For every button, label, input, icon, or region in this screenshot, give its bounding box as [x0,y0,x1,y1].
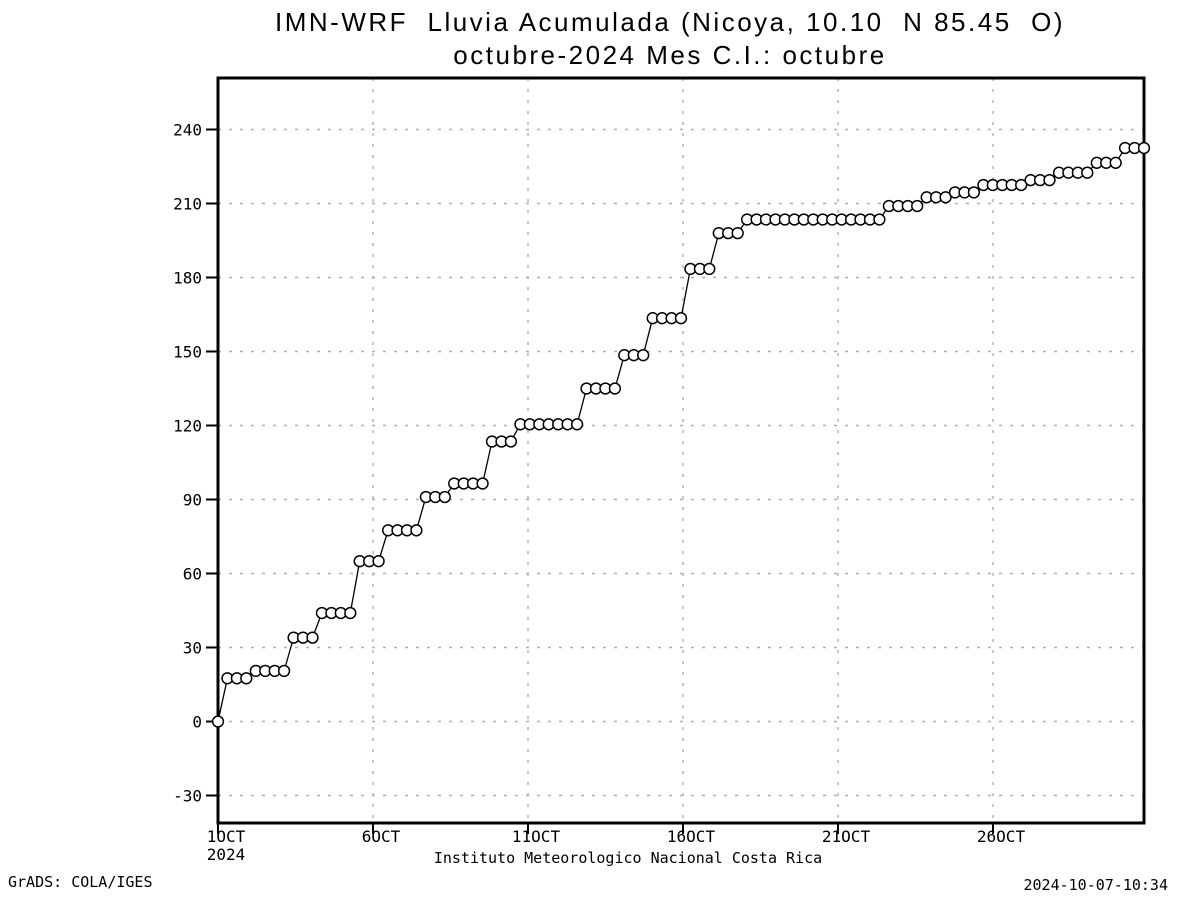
data-point [637,349,650,362]
x-tick-label: 6OCT [362,827,401,846]
y-tick-label: 240 [173,120,202,139]
y-tick-label: 30 [183,638,202,657]
data-point [674,312,688,325]
data-point [967,186,981,199]
y-tick-label: 180 [173,268,202,287]
data-point [1137,141,1151,155]
data-point [372,555,385,568]
x-tick-label: 26OCT [977,827,1026,846]
data-point [1015,178,1028,192]
x-tick-label: 21OCT [822,827,871,846]
x-tick-label: 11OCT [512,827,561,846]
y-tick-label: 60 [183,564,202,583]
data-point [1043,173,1056,187]
data-point [570,418,584,431]
x-tick-label: 1OCT [207,827,246,846]
timestamp: 2024-10-07-10:34 [1023,876,1169,894]
data-point [438,490,451,504]
x-tick-sublabel: 2024 [207,845,246,864]
chart-title-line2: octubre-2024 Mes C.I.: octubre [453,39,887,70]
grads-credit: GrADS: COLA/IGES [8,873,153,891]
data-point [1081,166,1094,179]
data-point [608,382,622,395]
data-point [410,524,423,537]
data-point [277,664,291,678]
data-point [873,213,886,226]
x-tick-label: 16OCT [667,827,716,846]
data-point [476,477,489,490]
plot-frame [216,76,1146,825]
data-point [911,199,924,213]
data-point [939,191,952,204]
data-point [211,715,225,728]
institute-caption: Instituto Meteorologico Nacional Costa R… [433,849,823,867]
data-point [731,226,744,240]
chart-title: IMN-WRF Lluvia Acumulada (Nicoya, 10.10 … [140,6,1200,71]
data-point [306,631,319,644]
chart-title-line1: IMN-WRF Lluvia Acumulada (Nicoya, 10.10 … [275,7,1065,37]
data-point [703,262,716,276]
data-point [344,606,357,620]
y-tick-label: 0 [192,713,202,732]
y-tick-label: -30 [173,787,202,806]
data-point [504,435,518,448]
data-line [217,147,1144,722]
y-tick-label: 120 [173,416,202,435]
y-tick-label: 150 [173,342,202,361]
data-point [240,672,253,685]
data-point [1109,156,1122,169]
y-tick-label: 210 [173,194,202,213]
y-tick-label: 90 [183,490,202,509]
